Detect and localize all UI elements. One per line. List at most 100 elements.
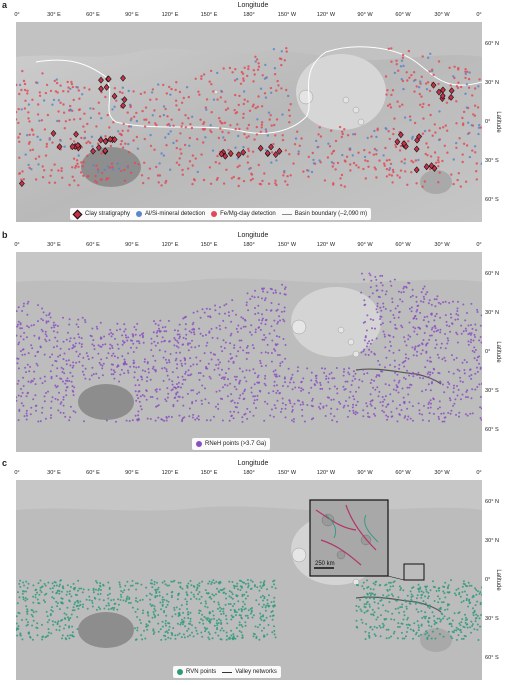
detection-point xyxy=(464,92,467,96)
detection-point xyxy=(404,378,407,380)
detection-point xyxy=(417,635,420,638)
detection-point xyxy=(132,365,135,368)
detection-point xyxy=(33,377,36,380)
detection-point xyxy=(375,284,378,287)
detection-point xyxy=(235,406,238,409)
detection-point xyxy=(39,589,42,592)
detection-point xyxy=(467,86,471,89)
detection-point xyxy=(181,364,184,367)
detection-point xyxy=(403,416,406,419)
detection-point xyxy=(238,630,241,632)
detection-point xyxy=(23,88,27,92)
detection-point xyxy=(367,354,370,356)
detection-point xyxy=(91,605,94,608)
lon-tick: 180° xyxy=(243,470,255,476)
detection-point xyxy=(159,319,162,322)
detection-point xyxy=(214,161,217,164)
detection-point xyxy=(138,384,141,387)
detection-point xyxy=(99,178,103,181)
detection-point xyxy=(136,419,139,422)
detection-point xyxy=(384,609,387,612)
detection-point xyxy=(410,598,413,601)
detection-point xyxy=(229,410,232,413)
detection-point xyxy=(270,325,273,328)
detection-point xyxy=(209,129,212,132)
detection-point xyxy=(379,274,382,277)
detection-point xyxy=(69,405,72,408)
detection-point xyxy=(165,92,168,95)
detection-point xyxy=(22,302,25,305)
detection-point xyxy=(144,637,147,640)
detection-point xyxy=(284,286,287,289)
detection-point xyxy=(72,364,75,367)
detection-point xyxy=(36,591,39,594)
detection-point xyxy=(126,129,130,132)
detection-point xyxy=(77,184,80,187)
detection-point xyxy=(284,357,287,360)
detection-point xyxy=(112,352,115,355)
detection-point xyxy=(106,594,109,596)
detection-point xyxy=(207,582,210,585)
detection-point xyxy=(51,141,54,144)
detection-point xyxy=(405,600,408,603)
detection-point xyxy=(74,601,77,604)
detection-point xyxy=(412,326,415,329)
detection-point xyxy=(361,585,364,588)
detection-point xyxy=(231,638,234,641)
detection-point xyxy=(181,168,184,172)
detection-point xyxy=(400,59,404,62)
detection-point xyxy=(45,610,48,613)
detection-point xyxy=(98,376,100,379)
detection-point xyxy=(390,593,393,596)
detection-point xyxy=(62,368,65,370)
clay-stratigraphy-marker xyxy=(111,92,118,100)
detection-point xyxy=(164,398,167,401)
detection-point xyxy=(51,591,54,593)
detection-point xyxy=(108,333,111,336)
detection-point xyxy=(388,349,391,352)
detection-point xyxy=(240,585,243,588)
detection-point xyxy=(225,618,228,621)
detection-point xyxy=(434,161,438,164)
detection-point xyxy=(277,303,280,306)
detection-point xyxy=(172,141,175,145)
purple-dot-icon xyxy=(196,441,202,447)
detection-point xyxy=(415,85,418,88)
al-si-dots xyxy=(18,48,482,174)
detection-point xyxy=(67,86,70,89)
detection-point xyxy=(99,345,102,348)
detection-point xyxy=(281,402,284,405)
detection-point xyxy=(364,159,367,162)
detection-point xyxy=(323,179,327,182)
detection-point xyxy=(448,397,451,400)
detection-point xyxy=(367,165,370,168)
detection-point xyxy=(328,387,331,390)
detection-point xyxy=(372,386,374,389)
detection-point xyxy=(27,117,30,120)
detection-point xyxy=(234,378,237,381)
detection-point xyxy=(147,121,151,124)
detection-point xyxy=(270,288,273,291)
lat-tick: 60° S xyxy=(485,655,499,661)
detection-point xyxy=(51,353,54,356)
detection-point xyxy=(293,418,295,420)
detection-point xyxy=(86,355,89,358)
latitude-title: Latitude xyxy=(495,569,501,591)
detection-point xyxy=(170,580,173,583)
detection-point xyxy=(360,291,363,294)
detection-point xyxy=(247,582,250,585)
detection-point xyxy=(182,611,185,614)
detection-point xyxy=(480,407,482,410)
detection-point xyxy=(182,378,185,381)
detection-point xyxy=(178,163,181,167)
detection-point xyxy=(37,350,40,353)
detection-point xyxy=(251,177,254,181)
detection-point xyxy=(429,389,432,392)
detection-point xyxy=(469,333,472,336)
detection-point xyxy=(45,335,48,338)
detection-point xyxy=(152,611,155,613)
detection-point xyxy=(45,145,48,148)
detection-point xyxy=(77,333,80,336)
detection-point xyxy=(198,93,201,96)
detection-point xyxy=(375,337,378,340)
